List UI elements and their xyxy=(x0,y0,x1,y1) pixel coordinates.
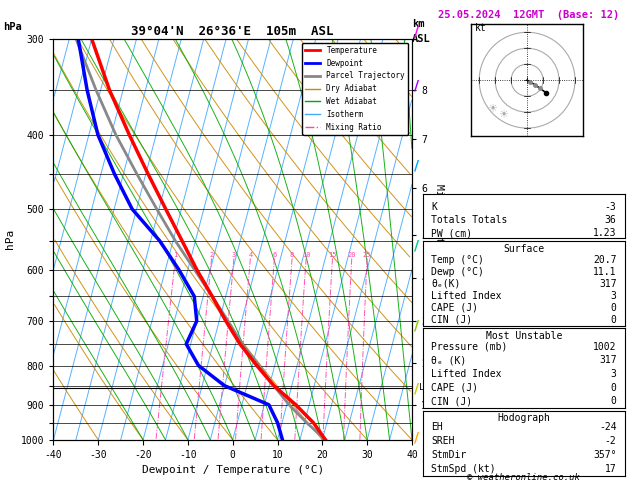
Text: 1002: 1002 xyxy=(593,342,616,352)
Text: Lifted Index: Lifted Index xyxy=(431,291,502,301)
Text: 3: 3 xyxy=(611,291,616,301)
Text: 0: 0 xyxy=(611,396,616,406)
Text: CAPE (J): CAPE (J) xyxy=(431,303,479,313)
Text: Hodograph: Hodograph xyxy=(498,413,550,423)
Text: Temp (°C): Temp (°C) xyxy=(431,255,484,265)
Text: © weatheronline.co.uk: © weatheronline.co.uk xyxy=(467,473,580,482)
Text: CIN (J): CIN (J) xyxy=(431,396,472,406)
Text: 3: 3 xyxy=(611,369,616,379)
Text: Pressure (mb): Pressure (mb) xyxy=(431,342,508,352)
Text: 3: 3 xyxy=(232,252,236,259)
Text: ☀: ☀ xyxy=(487,104,497,114)
Text: StmSpd (kt): StmSpd (kt) xyxy=(431,465,496,474)
Text: K: K xyxy=(431,202,437,212)
Text: -3: -3 xyxy=(605,202,616,212)
Text: 11.1: 11.1 xyxy=(593,267,616,277)
Text: 8: 8 xyxy=(290,252,294,259)
Text: 10: 10 xyxy=(302,252,310,259)
Text: /: / xyxy=(415,158,420,172)
Text: EH: EH xyxy=(431,422,443,432)
Text: Surface: Surface xyxy=(503,244,545,254)
Text: /: / xyxy=(415,319,420,332)
Text: 357°: 357° xyxy=(593,450,616,460)
Text: 25: 25 xyxy=(363,252,371,259)
Y-axis label: hPa: hPa xyxy=(6,229,15,249)
Text: Dewp (°C): Dewp (°C) xyxy=(431,267,484,277)
Text: /: / xyxy=(415,239,420,252)
Y-axis label: Mixing Ratio (g/kg): Mixing Ratio (g/kg) xyxy=(433,184,443,295)
Text: PW (cm): PW (cm) xyxy=(431,228,472,238)
Text: 317: 317 xyxy=(599,279,616,289)
Text: LCL: LCL xyxy=(419,383,435,392)
Text: Totals Totals: Totals Totals xyxy=(431,215,508,225)
Text: 20: 20 xyxy=(347,252,356,259)
Text: /: / xyxy=(415,25,420,38)
Text: 1.23: 1.23 xyxy=(593,228,616,238)
Text: 4: 4 xyxy=(248,252,252,259)
Text: 6: 6 xyxy=(272,252,277,259)
Text: /: / xyxy=(415,382,420,396)
Text: CIN (J): CIN (J) xyxy=(431,315,472,325)
Title: 39°04'N  26°36'E  105m  ASL: 39°04'N 26°36'E 105m ASL xyxy=(131,25,334,38)
Text: 0: 0 xyxy=(611,382,616,393)
Text: 0: 0 xyxy=(611,315,616,325)
Text: /: / xyxy=(415,431,420,444)
Legend: Temperature, Dewpoint, Parcel Trajectory, Dry Adiabat, Wet Adiabat, Isotherm, Mi: Temperature, Dewpoint, Parcel Trajectory… xyxy=(302,43,408,135)
Text: Most Unstable: Most Unstable xyxy=(486,331,562,341)
Text: /: / xyxy=(415,78,420,92)
Text: θₑ (K): θₑ (K) xyxy=(431,355,467,365)
Text: SREH: SREH xyxy=(431,436,455,446)
Text: 317: 317 xyxy=(599,355,616,365)
Text: Lifted Index: Lifted Index xyxy=(431,369,502,379)
Text: 1: 1 xyxy=(173,252,177,259)
Text: -24: -24 xyxy=(599,422,616,432)
Text: θₑ(K): θₑ(K) xyxy=(431,279,461,289)
Text: 0: 0 xyxy=(611,303,616,313)
Text: StmDir: StmDir xyxy=(431,450,467,460)
X-axis label: Dewpoint / Temperature (°C): Dewpoint / Temperature (°C) xyxy=(142,465,324,475)
Text: 15: 15 xyxy=(328,252,337,259)
Text: ASL: ASL xyxy=(412,34,431,44)
Text: 36: 36 xyxy=(605,215,616,225)
Text: -2: -2 xyxy=(605,436,616,446)
Text: km: km xyxy=(412,19,425,30)
Text: ☀: ☀ xyxy=(498,110,508,121)
Text: 17: 17 xyxy=(605,465,616,474)
Text: 25.05.2024  12GMT  (Base: 12): 25.05.2024 12GMT (Base: 12) xyxy=(438,10,619,20)
Text: hPa: hPa xyxy=(3,22,22,32)
Text: 2: 2 xyxy=(209,252,214,259)
Text: CAPE (J): CAPE (J) xyxy=(431,382,479,393)
Text: kt: kt xyxy=(474,23,486,33)
Text: 20.7: 20.7 xyxy=(593,255,616,265)
